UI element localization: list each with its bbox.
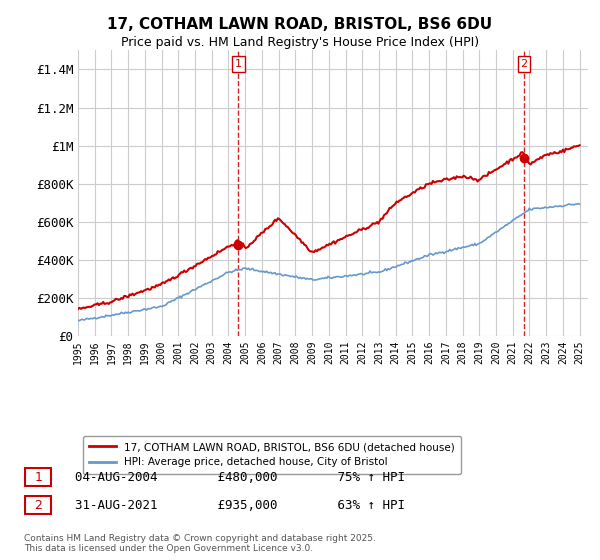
FancyBboxPatch shape bbox=[25, 468, 52, 486]
Text: 17, COTHAM LAWN ROAD, BRISTOL, BS6 6DU: 17, COTHAM LAWN ROAD, BRISTOL, BS6 6DU bbox=[107, 17, 493, 32]
Text: 2: 2 bbox=[520, 59, 527, 69]
Text: 04-AUG-2004        £480,000        75% ↑ HPI: 04-AUG-2004 £480,000 75% ↑ HPI bbox=[75, 470, 405, 484]
Text: 31-AUG-2021        £935,000        63% ↑ HPI: 31-AUG-2021 £935,000 63% ↑ HPI bbox=[75, 498, 405, 512]
Text: 1: 1 bbox=[34, 470, 43, 484]
FancyBboxPatch shape bbox=[25, 496, 52, 514]
Text: 1: 1 bbox=[235, 59, 242, 69]
Text: 2: 2 bbox=[34, 498, 43, 512]
Text: Contains HM Land Registry data © Crown copyright and database right 2025.
This d: Contains HM Land Registry data © Crown c… bbox=[24, 534, 376, 553]
Legend: 17, COTHAM LAWN ROAD, BRISTOL, BS6 6DU (detached house), HPI: Average price, det: 17, COTHAM LAWN ROAD, BRISTOL, BS6 6DU (… bbox=[83, 436, 461, 474]
Text: Price paid vs. HM Land Registry's House Price Index (HPI): Price paid vs. HM Land Registry's House … bbox=[121, 36, 479, 49]
